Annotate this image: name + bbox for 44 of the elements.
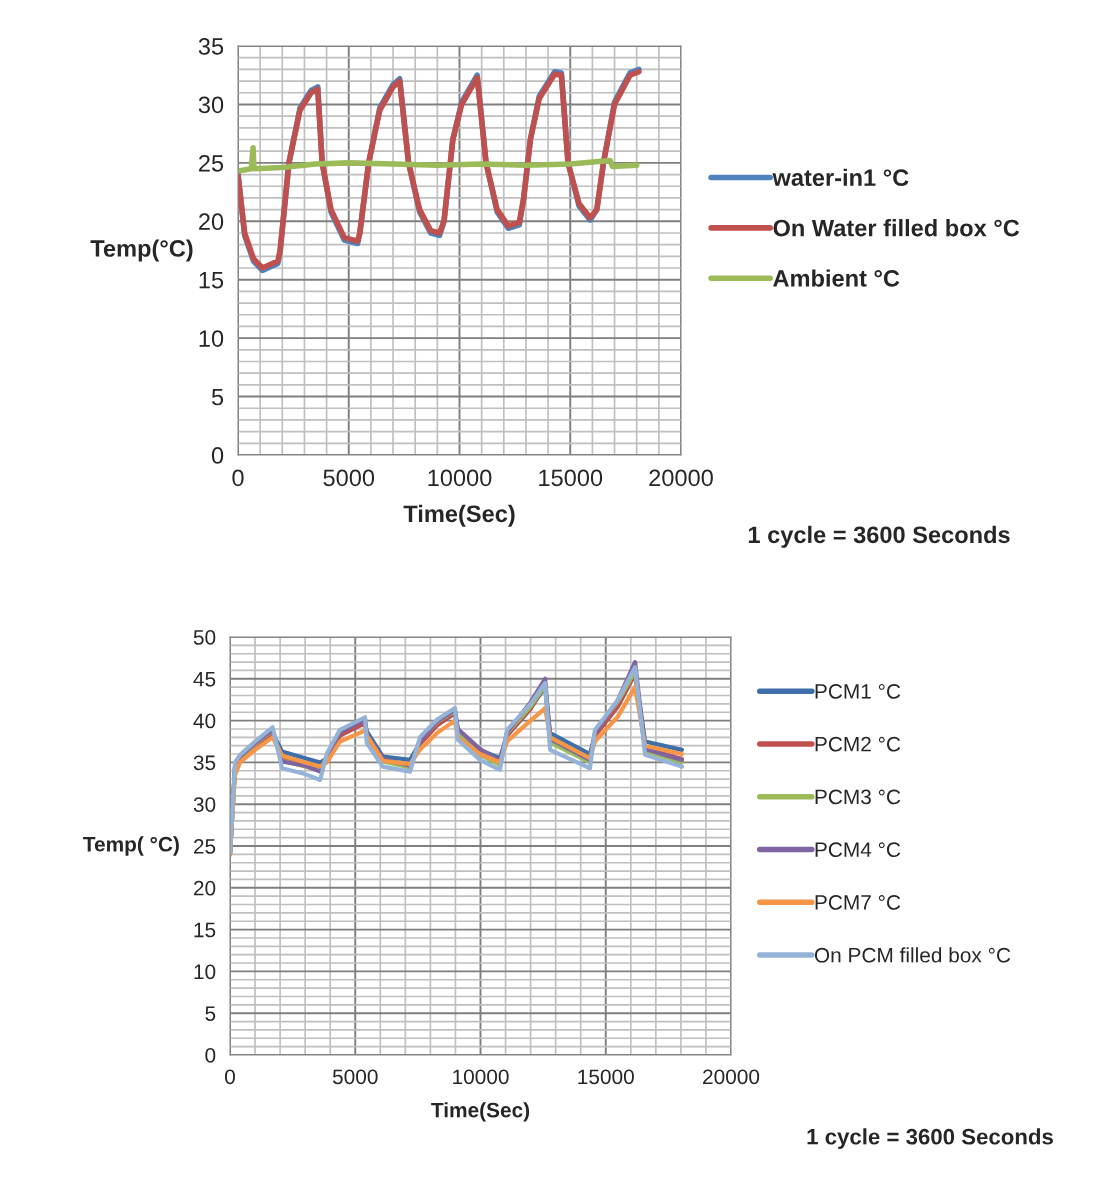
y-tick-label: 10 (194, 964, 216, 980)
legend-label: PCM2 °C (815, 736, 901, 752)
y-tick-label: 40 (193, 713, 216, 729)
y-tick-label: 0 (211, 447, 224, 464)
x-axis-title: Time(Sec) (403, 504, 515, 527)
legend-label: PCM7 °C (815, 895, 901, 910)
y-tick-label: 5 (211, 388, 224, 406)
x-tick-label: 10000 (428, 469, 492, 487)
x-tick-label: 0 (225, 1069, 235, 1085)
x-tick-label: 10000 (453, 1069, 509, 1085)
y-tick-label: 35 (193, 755, 216, 771)
y-tick-label: 10 (199, 330, 224, 347)
legend-label: On PCM filled box °C (814, 947, 1011, 963)
legend-label: Ambient °C (773, 269, 900, 287)
x-axis-title: Time(Sec) (431, 1102, 530, 1122)
legend-label: On Water filled box °C (773, 219, 1020, 237)
text: 1 cycle = 3600 Seconds (807, 1128, 1053, 1149)
y-tick-label: 45 (193, 672, 216, 687)
y-tick-label: 50 (193, 630, 216, 645)
x-tick-label: 20000 (649, 469, 713, 487)
legend-label: water-in1 °C (772, 168, 909, 187)
y-tick-label: 30 (193, 797, 216, 812)
y-tick-label: 15 (199, 272, 224, 289)
y-tick-label: 25 (199, 154, 224, 172)
x-tick-label: 15000 (539, 469, 603, 487)
x-tick-label: 15000 (578, 1069, 634, 1085)
x-tick-label: 5000 (323, 469, 375, 487)
y-tick-label: 0 (205, 1048, 216, 1063)
y-tick-label: 30 (198, 96, 224, 114)
legend-label: PCM3 °C (815, 789, 901, 805)
y-tick-label: 25 (193, 839, 216, 854)
x-tick-label: 20000 (703, 1069, 760, 1085)
legend-label: PCM4 °C (815, 842, 901, 858)
y-tick-label: 20 (193, 880, 216, 896)
y-tick-label: 5 (205, 1006, 216, 1021)
x-tick-label: 0 (232, 469, 244, 487)
y-axis-title: Temp(°C) (90, 239, 193, 262)
y-axis-title: Temp( °C) (83, 836, 179, 856)
x-tick-label: 5000 (332, 1069, 378, 1085)
y-tick-label: 35 (198, 38, 224, 55)
y-tick-label: 15 (194, 922, 216, 938)
legend-label: PCM1 °C (815, 684, 901, 699)
text: 1 cycle = 3600 Seconds (748, 525, 1010, 548)
y-tick-label: 20 (199, 213, 224, 231)
